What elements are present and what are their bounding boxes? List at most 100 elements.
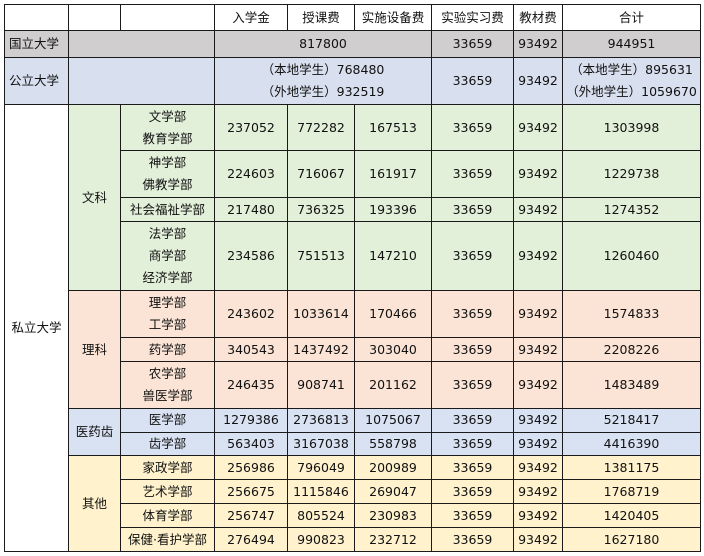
entry-fee-cell: 563403 bbox=[214, 431, 288, 457]
facility-fee-cell: 170466 bbox=[354, 290, 432, 339]
entry-fee-cell: 243602 bbox=[214, 290, 288, 339]
national-university-label: 国立大学 bbox=[4, 30, 69, 58]
private-department-row: 理科 理学部 工学部 243602 1033614 170466 33659 93492 157… bbox=[5, 290, 701, 409]
materials-fee-cell: 93492 bbox=[513, 103, 563, 152]
tuition-fee-cell: 716067 bbox=[287, 150, 355, 199]
department-name: 药学部 bbox=[148, 341, 187, 357]
total-cell: 1420405 bbox=[562, 503, 701, 529]
header-blank-cell bbox=[4, 4, 69, 31]
header-blank-cell bbox=[68, 4, 121, 31]
public-blank-cell bbox=[68, 56, 215, 105]
total-cell: 1483489 bbox=[562, 361, 701, 409]
department-name: 理学部 bbox=[148, 295, 187, 311]
header-lab-fee: 实验实习费 bbox=[431, 4, 514, 31]
materials-fee-cell: 93492 bbox=[513, 407, 563, 433]
facility-fee-cell: 147210 bbox=[354, 220, 432, 292]
materials-fee-cell: 93492 bbox=[513, 479, 563, 505]
national-total: 944951 bbox=[562, 30, 701, 58]
tuition-fee-cell: 1115846 bbox=[287, 479, 355, 505]
department-name: 兽医学部 bbox=[142, 387, 193, 403]
tuition-fee-cell: 2736813 bbox=[287, 407, 355, 433]
tuition-fee-cell: 3167038 bbox=[287, 431, 355, 457]
materials-fee-cell: 93492 bbox=[513, 431, 563, 457]
entry-fee-cell: 276494 bbox=[214, 527, 288, 552]
department-name: 农学部 bbox=[148, 365, 187, 381]
entry-fee-cell: 1279386 bbox=[214, 407, 288, 433]
tuition-fee-cell: 772282 bbox=[287, 103, 355, 152]
materials-fee-cell: 93492 bbox=[513, 361, 563, 409]
department-name: 文学部 bbox=[148, 108, 187, 124]
department-name: 法学部 bbox=[148, 226, 187, 242]
department-name-cell: 文学部 教育学部 bbox=[120, 103, 215, 152]
total-cell: 1574833 bbox=[562, 290, 701, 339]
lab-fee-cell: 33659 bbox=[431, 455, 514, 481]
department-name: 体育学部 bbox=[142, 507, 193, 523]
department-name: 经济学部 bbox=[142, 270, 193, 286]
header-blank-cell bbox=[120, 4, 215, 31]
public-materials-fee: 93492 bbox=[513, 56, 563, 105]
entry-fee-cell: 256986 bbox=[214, 455, 288, 481]
public-lab-fee: 33659 bbox=[431, 56, 514, 105]
private-department-row: 体育学部 256747 805524 230983 33659 93492 1420405 bbox=[5, 503, 701, 529]
department-name-cell: 神学部 佛教学部 bbox=[120, 150, 215, 199]
header-row: 入学金 授课费 实施设备费 实验实习费 教材费 合计 bbox=[4, 4, 701, 31]
department-name-cell: 理学部 工学部 bbox=[120, 290, 215, 339]
private-department-row: 齿学部 563403 3167038 558798 33659 93492 4416390 bbox=[5, 431, 701, 457]
department-name: 工学部 bbox=[148, 317, 187, 333]
header-facility-fee: 实施设备费 bbox=[354, 4, 432, 31]
public-combined-nonlocal: （外地学生）932519 bbox=[261, 83, 385, 99]
public-university-label: 公立大学 bbox=[4, 56, 69, 105]
facility-fee-cell: 303040 bbox=[354, 337, 432, 363]
department-name: 佛教学部 bbox=[142, 177, 193, 193]
department-name-cell: 保健·看护学部 bbox=[120, 527, 215, 552]
tuition-fee-cell: 736325 bbox=[287, 197, 355, 222]
department-name: 社会福祉学部 bbox=[129, 201, 205, 217]
facility-fee-cell: 1075067 bbox=[354, 407, 432, 433]
department-name-cell: 法学部 商学部 经济学部 bbox=[120, 220, 215, 292]
public-university-row: 公立大学 （本地学生）768480 （外地学生）932519 33659 934… bbox=[4, 56, 701, 105]
lab-fee-cell: 33659 bbox=[431, 150, 514, 199]
materials-fee-cell: 93492 bbox=[513, 455, 563, 481]
materials-fee-cell: 93492 bbox=[513, 290, 563, 339]
tuition-fee-cell: 1033614 bbox=[287, 290, 355, 339]
entry-fee-cell: 234586 bbox=[214, 220, 288, 292]
national-materials-fee: 93492 bbox=[513, 30, 563, 58]
facility-fee-cell: 200989 bbox=[354, 455, 432, 481]
entry-fee-cell: 256675 bbox=[214, 479, 288, 505]
national-blank-cell bbox=[68, 30, 215, 58]
tuition-fee-cell: 908741 bbox=[287, 361, 355, 409]
tuition-fee-cell: 805524 bbox=[287, 503, 355, 529]
materials-fee-cell: 93492 bbox=[513, 527, 563, 552]
public-total: （本地学生）895631 （外地学生）1059670 bbox=[562, 56, 701, 105]
faculty-group-label: 其他 bbox=[68, 455, 121, 552]
total-cell: 1274352 bbox=[562, 197, 701, 222]
department-name-cell: 农学部 兽医学部 bbox=[120, 361, 215, 409]
facility-fee-cell: 161917 bbox=[354, 150, 432, 199]
header-tuition-fee: 授课费 bbox=[287, 4, 355, 31]
public-combined-local: （本地学生）768480 bbox=[261, 61, 385, 77]
department-name-cell: 社会福祉学部 bbox=[120, 197, 215, 222]
total-cell: 1381175 bbox=[562, 455, 701, 481]
entry-fee-cell: 256747 bbox=[214, 503, 288, 529]
faculty-group-label: 文科 bbox=[68, 103, 121, 292]
department-name-cell: 药学部 bbox=[120, 337, 215, 363]
header-entry-fee: 入学金 bbox=[214, 4, 288, 31]
lab-fee-cell: 33659 bbox=[431, 431, 514, 457]
department-name-cell: 齿学部 bbox=[120, 431, 215, 457]
total-cell: 2208226 bbox=[562, 337, 701, 363]
total-cell: 4416390 bbox=[562, 431, 701, 457]
total-cell: 1303998 bbox=[562, 103, 701, 152]
total-cell: 1229738 bbox=[562, 150, 701, 199]
facility-fee-cell: 201162 bbox=[354, 361, 432, 409]
private-department-row: 社会福祉学部 217480 736325 193396 33659 93492 127435… bbox=[5, 197, 701, 222]
private-department-row: 药学部 340543 1437492 303040 33659 93492 2208226 bbox=[5, 337, 701, 363]
header-total: 合计 bbox=[562, 4, 701, 31]
materials-fee-cell: 93492 bbox=[513, 197, 563, 222]
facility-fee-cell: 230983 bbox=[354, 503, 432, 529]
lab-fee-cell: 33659 bbox=[431, 479, 514, 505]
total-cell: 1768719 bbox=[562, 479, 701, 505]
department-name: 医学部 bbox=[148, 412, 187, 428]
private-department-row: 其他 家政学部 256986 796049 200989 33659 93492 138117… bbox=[5, 455, 701, 552]
entry-fee-cell: 340543 bbox=[214, 337, 288, 363]
private-department-row: 艺术学部 256675 1115846 269047 33659 93492 1768719 bbox=[5, 479, 701, 505]
